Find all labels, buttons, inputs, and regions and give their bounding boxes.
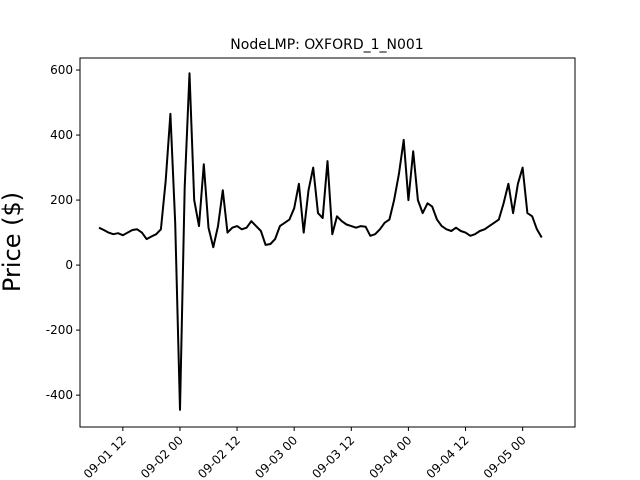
- x-tick-label: 09-03 12: [309, 433, 357, 480]
- y-tick-label: 600: [50, 63, 73, 77]
- y-tick-label: 200: [50, 193, 73, 207]
- x-tick-label: 09-05 00: [481, 433, 529, 480]
- x-tick-label: 09-02 12: [195, 433, 243, 480]
- line-series: [98, 72, 543, 411]
- y-tick-label: -400: [46, 388, 73, 402]
- x-tick-label: 09-02 00: [138, 433, 186, 480]
- plot-frame: [79, 57, 576, 428]
- x-tick-label: 09-04 12: [424, 433, 472, 480]
- y-tick-label: 0: [65, 258, 73, 272]
- x-tick-label: 09-03 00: [252, 433, 300, 480]
- x-tick-label: 09-01 12: [81, 433, 129, 480]
- y-tick-label: 400: [50, 128, 73, 142]
- y-axis-label: Price ($): [0, 192, 26, 292]
- x-tick-label: 09-04 00: [366, 433, 414, 480]
- y-tick-label: -200: [46, 323, 73, 337]
- chart-title: NodeLMP: OXFORD_1_N001: [230, 37, 423, 53]
